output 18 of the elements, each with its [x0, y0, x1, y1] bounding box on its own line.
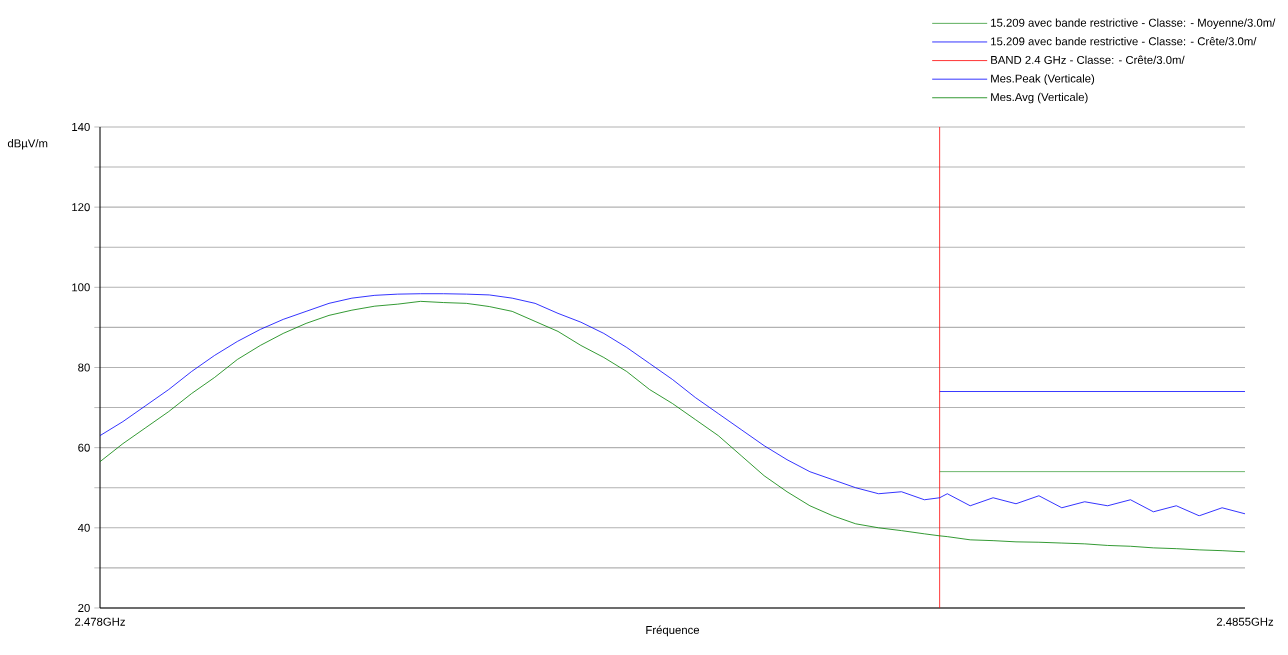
x-axis-title: Fréquence — [646, 625, 700, 637]
y-tick-label: 80 — [78, 363, 90, 372]
y-tick-label: 40 — [77, 523, 90, 532]
y-axis-title: dBµV/m — [7, 139, 48, 150]
line-series — [100, 293, 1245, 517]
legend-label: 15.209 avec bande restrictive - Classe: - Moyenne/3.0m/ — [991, 18, 1276, 29]
line-series — [100, 300, 1245, 553]
legend-label: BAND 2.4 GHz - Classe: - Crête/3.0m/ — [991, 55, 1185, 64]
legend-label: 15.209 avec bande restrictive - Classe: - Crête/3.0m/ — [991, 36, 1257, 46]
y-tick-label: 60 — [78, 443, 90, 452]
x-tick-label: 2.4855GHz — [1216, 617, 1274, 626]
y-tick-label: 100 — [72, 283, 90, 292]
y-tick-label: 120 — [72, 203, 90, 212]
y-tick-label: 20 — [78, 603, 90, 612]
legend-label: Mes.Avg (Verticale) — [991, 92, 1088, 104]
x-tick-label: 2.478GHz — [75, 617, 125, 626]
y-tick-label: 140 — [72, 122, 90, 131]
legend-label: Mes.Peak (Verticale) — [991, 74, 1095, 85]
